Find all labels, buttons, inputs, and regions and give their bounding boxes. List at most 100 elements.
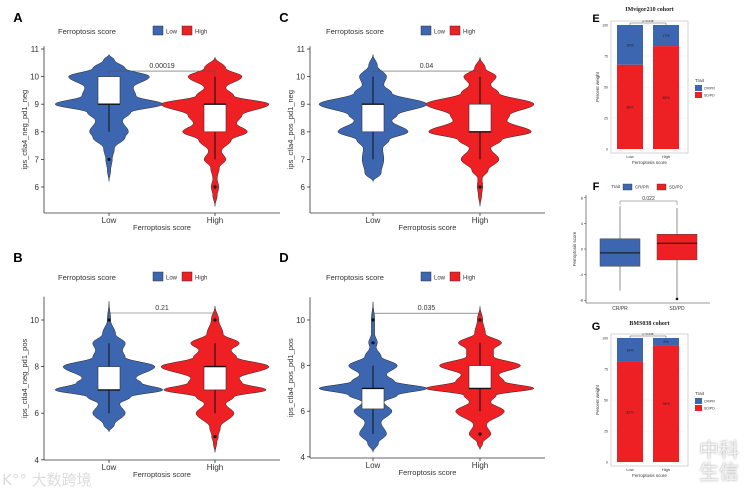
outlier-point (675, 297, 679, 301)
legend-swatch-sd-pd (656, 183, 667, 191)
significance-bracket (108, 312, 216, 318)
legend: Ferroptosis score Low High (58, 25, 207, 36)
significance-bracket (619, 200, 678, 205)
significance-bracket (629, 335, 667, 338)
y-tick-label: 6 (35, 183, 40, 192)
legend-swatch-cr-pr (695, 85, 702, 91)
outlier-point (478, 185, 482, 189)
legend-label: CR/PR (635, 185, 650, 190)
legend-title: Trait (611, 184, 621, 189)
box-sd-pd (656, 234, 698, 261)
p-value: p=0.048 (643, 19, 654, 23)
panel-label: E (592, 13, 599, 25)
legend-swatch-low (420, 271, 432, 282)
y-tick-label: 8 (35, 128, 40, 137)
bar-label: 32% (626, 43, 633, 47)
y-tick-label: 75 (604, 55, 608, 59)
y-tick-label: 100 (602, 24, 608, 28)
y-tick-label: 4 (301, 453, 306, 462)
legend-title: Ferroptosis score (58, 27, 116, 36)
panel-b: B Ferroptosis score Low High 4 6 8 10 ips_ctla4_… (13, 250, 280, 479)
x-axis-title: Ferroptosis score (399, 223, 457, 232)
y-axis-title: Percent weight (595, 71, 600, 102)
watermark-left: K°° 大数跨境 (2, 471, 92, 489)
bar-cr-pr (617, 338, 643, 362)
outlier-point (107, 318, 111, 322)
x-tick-label: High (662, 467, 670, 472)
legend-swatch-high (181, 25, 193, 36)
legend-swatch-sd-pd (695, 92, 702, 98)
y-axis-title: ips_ctla4_neg_pd1_neg (20, 90, 29, 170)
box-high (468, 365, 492, 389)
legend-label: CR/PR (704, 400, 715, 404)
y-axis-title: ips_ctla4_pos_pd1_pos (286, 338, 295, 417)
y-axis-title: ips_ctla4_neg_pd1_pos (20, 338, 29, 417)
box-high (468, 103, 492, 133)
p-value: p=0.038 (643, 332, 654, 336)
significance-bracket (629, 22, 667, 25)
legend-title: Trait (695, 78, 705, 83)
legend: Ferroptosis score Low High (58, 271, 207, 282)
y-tick-label: 7 (301, 155, 306, 164)
y-tick-label: 9 (35, 100, 40, 109)
outlier-point (213, 434, 217, 439)
bar-label: 6% (663, 340, 668, 344)
box-high (203, 103, 227, 133)
y-tick-label: 50 (604, 399, 608, 403)
significance-bracket (372, 70, 481, 76)
y-tick-label: 0 (606, 461, 608, 465)
y-tick-label: 10 (296, 316, 305, 325)
y-tick-label: 25 (604, 430, 608, 434)
legend-swatch-cr-pr (622, 183, 633, 191)
panel-label: G (592, 321, 601, 333)
x-axis-title: Ferroptosis score (133, 470, 191, 479)
p-value: 0.21 (155, 305, 169, 312)
y-tick-label: 50 (604, 86, 608, 90)
outlier-point (478, 318, 482, 322)
bar-cr-pr (617, 25, 643, 65)
significance-bracket (108, 70, 216, 76)
legend-label-high: High (463, 30, 475, 36)
bar-cr-pr (653, 25, 679, 47)
watermark-right: 中科生信 (699, 438, 739, 484)
p-value: 0.04 (420, 63, 434, 70)
legend: Ferroptosis score Low High (326, 25, 475, 36)
panel-label: D (279, 250, 288, 265)
box-low (361, 388, 385, 410)
bar-sd-pd (653, 46, 679, 149)
legend-label-low: Low (166, 276, 178, 282)
legend-label: CR/PR (704, 87, 715, 91)
legend-swatch-low (152, 25, 164, 36)
bar-sd-pd (617, 361, 643, 462)
y-tick-label: 6 (301, 407, 306, 416)
panel-a: A Ferroptosis score Low High 6 7 8 9 10 11 ips_ctl… (13, 10, 280, 232)
y-tick-label: 8 (581, 195, 584, 200)
x-tick-label: SD/PD (669, 306, 685, 312)
bar-sd-pd (617, 64, 643, 149)
p-value: 0.035 (418, 305, 436, 312)
y-tick-label: 0 (606, 148, 608, 152)
y-tick-label: 9 (301, 100, 306, 109)
x-axis-title: Ferroptosis score (133, 223, 191, 232)
x-tick-label: Low (366, 216, 381, 225)
legend-swatch-high (181, 271, 193, 282)
x-tick-label: Low (626, 154, 633, 159)
legend-swatch-high (449, 271, 461, 282)
x-tick-label: High (207, 216, 223, 225)
legend-title: Trait (695, 391, 705, 396)
panel-e: E IMvigor210 cohort 0 25 50 75 100 Percent weig… (592, 7, 715, 165)
legend-swatch-sd-pd (695, 405, 702, 411)
outlier-point (107, 157, 111, 161)
y-tick-label: 4 (35, 456, 40, 465)
panel-label: B (13, 250, 22, 265)
panel-d: D Ferroptosis score Low High 4 6 8 10 ips_ctla4_… (279, 250, 545, 477)
y-tick-label: 8 (35, 363, 40, 372)
panel-label: A (13, 10, 23, 25)
y-tick-label: 8 (301, 362, 306, 371)
panel-label: C (279, 10, 289, 25)
legend-swatch-low (420, 25, 432, 36)
y-tick-label: 10 (30, 316, 39, 325)
box-high (203, 366, 227, 391)
legend-swatch-high (449, 25, 461, 36)
